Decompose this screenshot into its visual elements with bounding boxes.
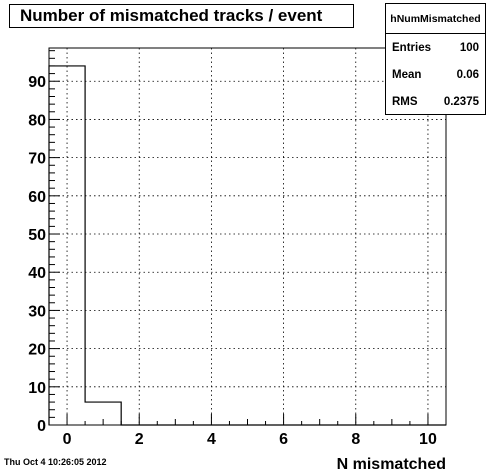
stats-value: 0.06 (456, 69, 479, 81)
y-tick-label: 10 (28, 380, 46, 397)
axis-ticks (48, 50, 447, 426)
y-tick-label: 50 (28, 227, 46, 244)
stats-label: Entries (392, 42, 431, 54)
x-axis-label: N mismatched (337, 456, 446, 472)
stats-label: Mean (392, 69, 422, 81)
x-tick-label: 8 (351, 431, 360, 448)
y-tick-label: 0 (37, 418, 46, 435)
y-tick-label: 60 (28, 189, 46, 206)
x-tick-label: 6 (279, 431, 288, 448)
stats-row-entries: Entries 100 (392, 39, 479, 57)
tick-labels: 0 2 4 6 8 10 0 10 20 30 40 50 60 70 80 90 (28, 74, 437, 448)
x-tick-label: 4 (207, 431, 216, 448)
y-tick-label: 20 (28, 342, 46, 359)
x-tick-label: 10 (419, 431, 437, 448)
x-tick-label: 2 (135, 431, 144, 448)
y-tick-label: 30 (28, 303, 46, 320)
stats-histogram-name: hNumMismatched (386, 4, 485, 34)
y-tick-label: 70 (28, 151, 46, 168)
stats-row-rms: RMS 0.2375 (392, 93, 479, 111)
stats-value: 0.2375 (443, 96, 479, 108)
x-tick-label: 0 (63, 431, 72, 448)
stats-box: hNumMismatched Entries 100 Mean 0.06 RMS… (385, 3, 486, 115)
y-tick-label: 90 (28, 74, 46, 91)
stats-row-mean: Mean 0.06 (392, 66, 479, 84)
chart-title: Number of mismatched tracks / event (9, 4, 354, 28)
stats-value: 100 (459, 42, 479, 54)
grid-lines (49, 48, 446, 425)
stats-label: RMS (392, 96, 418, 108)
y-tick-label: 40 (28, 265, 46, 282)
timestamp: Thu Oct 4 10:26:05 2012 (4, 457, 107, 467)
y-tick-label: 80 (28, 112, 46, 129)
